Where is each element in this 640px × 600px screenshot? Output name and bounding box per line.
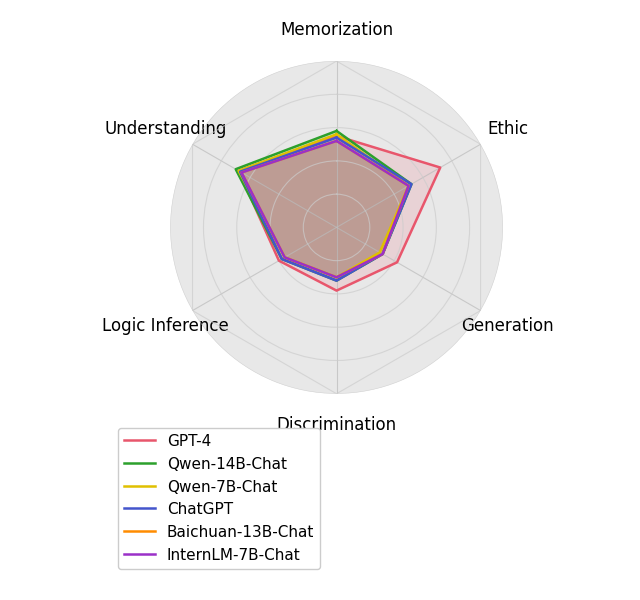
GPT-4 — [275, 257, 283, 264]
Line: ChatGPT: ChatGPT — [240, 137, 412, 281]
Baichuan-13B-Chat — [237, 169, 245, 176]
Baichuan-13B-Chat — [333, 137, 340, 145]
Baichuan-13B-Chat — [379, 250, 387, 257]
Polygon shape — [239, 136, 440, 290]
GPT-4 — [235, 167, 243, 175]
Baichuan-13B-Chat — [281, 254, 289, 261]
Line: Qwen-7B-Chat: Qwen-7B-Chat — [239, 134, 408, 277]
Legend: GPT-4, Qwen-14B-Chat, Qwen-7B-Chat, ChatGPT, Baichuan-13B-Chat, InternLM-7B-Chat: GPT-4, Qwen-14B-Chat, Qwen-7B-Chat, Chat… — [118, 428, 321, 569]
GPT-4 — [333, 133, 340, 140]
ChatGPT — [333, 134, 340, 141]
Polygon shape — [239, 134, 408, 277]
GPT-4 — [333, 287, 340, 294]
Line: InternLM-7B-Chat: InternLM-7B-Chat — [241, 141, 408, 277]
Qwen-14B-Chat — [333, 127, 340, 134]
Qwen-7B-Chat — [376, 249, 383, 256]
Qwen-14B-Chat — [333, 127, 340, 134]
Qwen-14B-Chat — [408, 181, 415, 188]
Qwen-14B-Chat — [379, 250, 387, 257]
ChatGPT — [333, 277, 340, 284]
Line: Qwen-14B-Chat: Qwen-14B-Chat — [236, 131, 412, 281]
ChatGPT — [236, 168, 244, 175]
Qwen-14B-Chat — [232, 166, 239, 173]
Line: Baichuan-13B-Chat: Baichuan-13B-Chat — [241, 141, 408, 277]
Qwen-7B-Chat — [281, 254, 289, 261]
ChatGPT — [333, 134, 340, 141]
InternLM-7B-Chat — [333, 274, 340, 281]
Qwen-7B-Chat — [333, 131, 340, 138]
Baichuan-13B-Chat — [333, 274, 340, 281]
Qwen-7B-Chat — [404, 182, 412, 190]
GPT-4 — [436, 164, 444, 171]
Polygon shape — [236, 131, 412, 281]
InternLM-7B-Chat — [237, 169, 245, 176]
Line: GPT-4: GPT-4 — [239, 136, 440, 290]
InternLM-7B-Chat — [379, 250, 387, 257]
Qwen-7B-Chat — [333, 131, 340, 138]
ChatGPT — [379, 250, 387, 257]
GPT-4 — [333, 133, 340, 140]
Polygon shape — [241, 141, 408, 277]
InternLM-7B-Chat — [333, 137, 340, 145]
ChatGPT — [278, 256, 285, 263]
InternLM-7B-Chat — [281, 254, 289, 261]
InternLM-7B-Chat — [404, 182, 412, 190]
Baichuan-13B-Chat — [404, 182, 412, 190]
Qwen-14B-Chat — [333, 277, 340, 284]
Polygon shape — [241, 141, 408, 277]
Qwen-14B-Chat — [278, 256, 285, 263]
Baichuan-13B-Chat — [333, 137, 340, 145]
InternLM-7B-Chat — [333, 137, 340, 145]
Qwen-7B-Chat — [235, 167, 243, 175]
GPT-4 — [393, 259, 401, 266]
ChatGPT — [408, 181, 415, 188]
Polygon shape — [240, 137, 412, 281]
Qwen-7B-Chat — [333, 274, 340, 281]
